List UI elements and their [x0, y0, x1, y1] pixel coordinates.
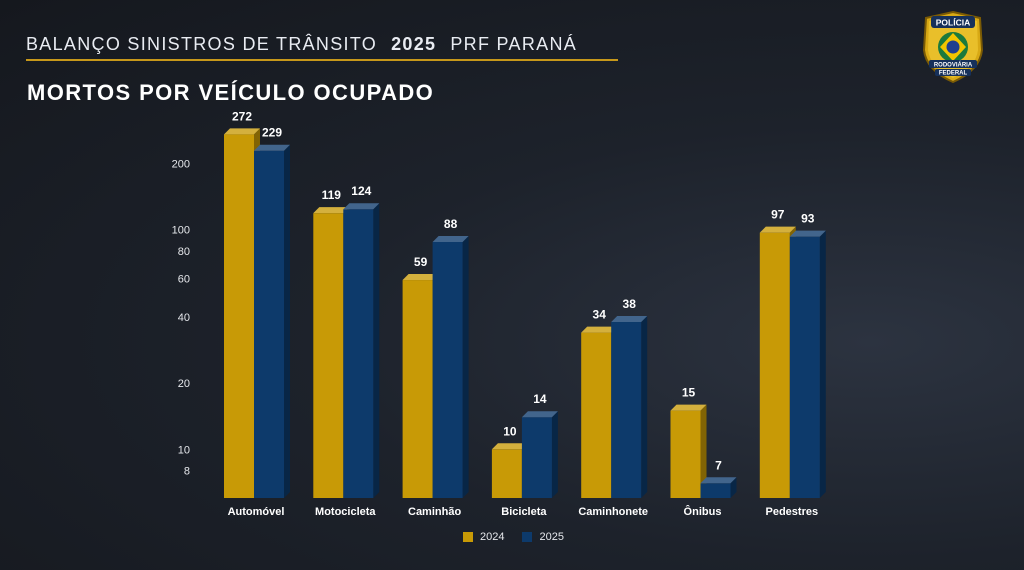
bar-top-2024: [313, 207, 350, 214]
bar-side-2025: [641, 316, 648, 498]
data-label-2025: 88: [444, 217, 458, 231]
x-tick-label: Pedestres: [766, 506, 819, 518]
bar-2024: [581, 332, 612, 498]
badge-bottom-text-2: FEDERAL: [939, 71, 968, 77]
y-tick-label: 20: [178, 378, 190, 390]
y-tick-label: 8: [184, 466, 190, 478]
x-tick-label: Caminhão: [408, 506, 461, 518]
bar-2024: [670, 410, 701, 498]
y-tick-label: 40: [178, 312, 190, 324]
x-tick-label: Caminhonete: [578, 506, 648, 518]
legend-label-2024: 2024: [480, 531, 505, 543]
bar-2025: [432, 241, 463, 498]
bar-top-2025: [611, 316, 648, 323]
badge-bottom-text-1: RODOVIÁRIA: [934, 62, 973, 69]
x-tick-label: Automóvel: [228, 506, 285, 518]
bar-2024: [313, 213, 344, 498]
y-tick-label: 60: [178, 273, 190, 285]
bar-top-2024: [402, 274, 439, 281]
y-tick-label: 100: [172, 225, 190, 237]
bar-2025: [521, 417, 552, 498]
bar-top-2024: [491, 443, 528, 450]
x-tick-label: Motocicleta: [315, 506, 376, 518]
y-tick-label: 10: [178, 444, 190, 456]
data-label-2025: 93: [801, 212, 815, 226]
bar-top-2024: [759, 226, 796, 233]
data-label-2025: 124: [351, 184, 371, 198]
bar-top-2024: [224, 128, 260, 135]
bar-top-2025: [789, 230, 826, 237]
bar-side-2025: [284, 144, 290, 498]
data-label-2024: 15: [682, 386, 696, 400]
bar-side-2025: [462, 235, 469, 498]
data-label-2025: 229: [262, 126, 282, 140]
bar-2025: [343, 209, 374, 498]
header-line: BALANÇO SINISTROS DE TRÂNSITO 2025 PRF P…: [26, 34, 618, 61]
legend-swatch-2024: [463, 532, 473, 542]
bar-2024: [224, 134, 254, 498]
data-label-2024: 34: [593, 308, 607, 322]
bar-top-2025: [254, 144, 290, 151]
prf-badge-icon: POLÍCIA RODOVIÁRIA FEDERAL: [922, 10, 984, 84]
y-tick-label: 80: [178, 246, 190, 258]
x-tick-label: Ônibus: [684, 505, 722, 518]
bar-2025: [254, 150, 284, 498]
legend-swatch-2025: [522, 532, 533, 542]
header-title: BALANÇO SINISTROS DE TRÂNSITO: [26, 34, 378, 54]
data-label-2024: 10: [503, 424, 517, 438]
bar-2025: [789, 236, 820, 498]
bar-top-2024: [670, 404, 707, 411]
bar-side-2025: [730, 477, 737, 498]
data-label-2024: 59: [414, 255, 428, 269]
x-tick-label: Bicicleta: [501, 506, 547, 518]
header-org: PRF PARANÁ: [450, 34, 578, 54]
bar-side-2025: [551, 411, 558, 498]
data-label-2025: 14: [533, 392, 547, 406]
bar-side-2024: [700, 404, 707, 498]
data-label-2024: 272: [232, 109, 252, 123]
bar-side-2025: [819, 230, 826, 498]
chart-title: MORTOS POR VEÍCULO OCUPADO: [27, 80, 435, 105]
legend-item-2025: 2025: [522, 531, 564, 543]
bar-top-2025: [432, 235, 469, 242]
bar-top-2024: [581, 326, 618, 333]
bar-2025: [611, 322, 642, 498]
chart-legend: 2024 2025: [463, 531, 564, 543]
data-label-2024: 97: [771, 208, 785, 222]
header: BALANÇO SINISTROS DE TRÂNSITO 2025 PRF P…: [26, 34, 618, 61]
bar-top-2025: [521, 411, 558, 418]
data-label-2025: 38: [623, 297, 637, 311]
bar-2024: [759, 232, 790, 498]
bar-2024: [491, 449, 522, 498]
bar-2025: [700, 483, 731, 498]
legend-label-2025: 2025: [539, 531, 564, 543]
badge-top-text: POLÍCIA: [936, 18, 970, 28]
bar-top-2025: [700, 477, 737, 484]
data-label-2024: 119: [322, 188, 342, 202]
bar-2024: [402, 280, 433, 498]
legend-item-2024: 2024: [463, 531, 504, 543]
header-year: 2025: [391, 34, 437, 54]
bar-side-2025: [373, 203, 380, 498]
bar-top-2025: [343, 203, 380, 210]
y-tick-label: 200: [172, 159, 190, 171]
data-label-2025: 7: [715, 458, 722, 472]
